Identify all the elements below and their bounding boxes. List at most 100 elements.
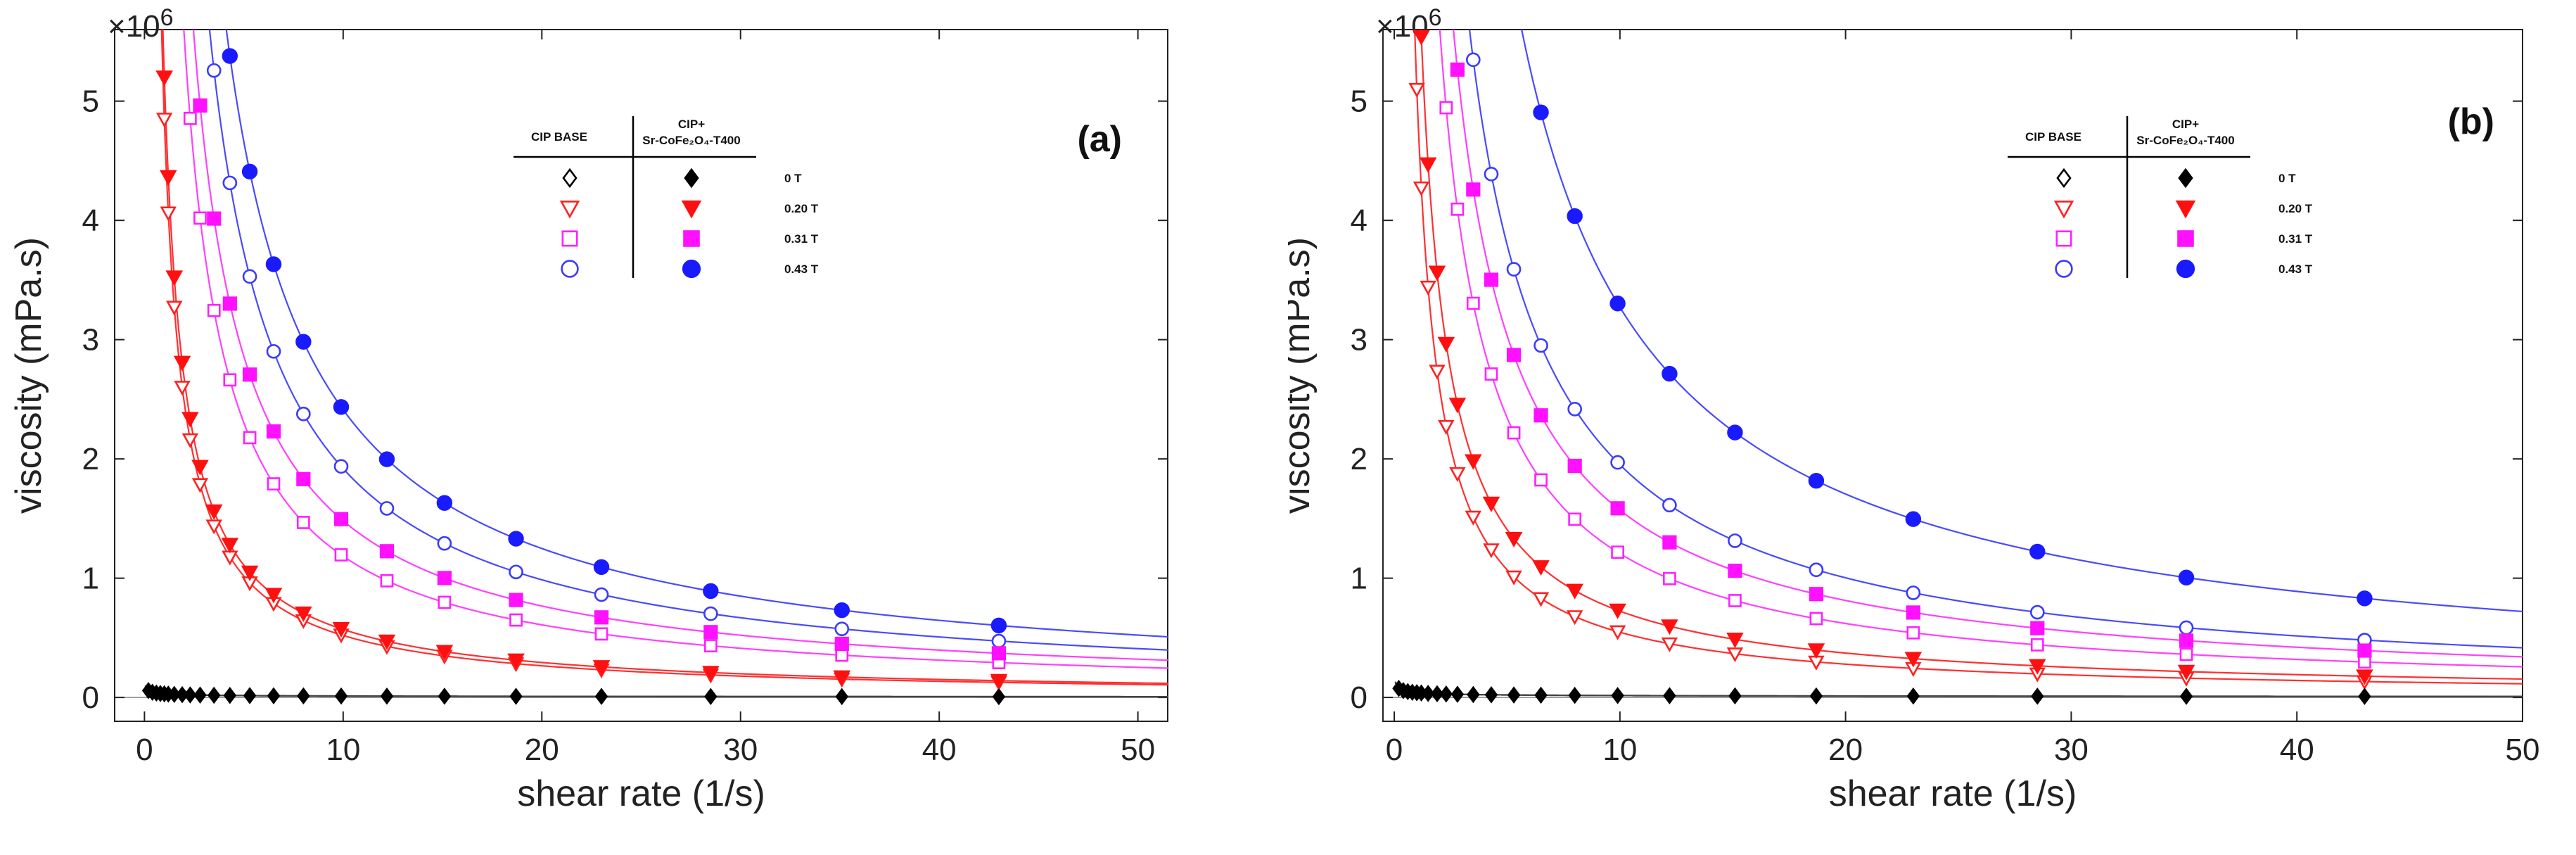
data-point	[1611, 545, 1624, 559]
legend-header-base: CIP BASE	[531, 130, 587, 144]
legend-marker	[684, 167, 699, 189]
data-point	[1662, 365, 1678, 382]
data-point	[267, 687, 281, 704]
data-point	[594, 587, 609, 602]
data-point	[1568, 512, 1582, 526]
data-point	[1609, 296, 1626, 312]
data-point	[191, 478, 209, 493]
series-line	[208, 30, 1168, 651]
data-point	[594, 688, 608, 705]
y-tick-label: 3	[82, 323, 99, 357]
y-axis-label: viscosity (mPa.s)	[1288, 237, 1318, 514]
data-point	[243, 431, 257, 445]
data-point	[1566, 610, 1583, 626]
data-point	[380, 687, 394, 705]
chart-a-svg: 0 10 20 30 40 50 0 1 2 3 4 5 ×106 shear rate (1/s) vis…	[8, 4, 1168, 814]
data-point	[1534, 408, 1548, 423]
data-point	[333, 512, 349, 526]
data-point	[222, 48, 238, 64]
data-point	[438, 595, 452, 609]
data-point	[1507, 686, 1521, 704]
legend-field-label: 0.43 T	[784, 262, 819, 276]
data-point	[990, 673, 1008, 690]
series-line	[1453, 30, 2523, 658]
data-point	[266, 424, 281, 439]
data-point	[222, 175, 238, 191]
legend-marker	[681, 200, 702, 219]
data-point	[1728, 564, 1742, 578]
data-point	[1413, 181, 1430, 197]
data-point	[241, 565, 259, 581]
legend-marker	[2056, 167, 2072, 189]
data-point	[2356, 669, 2373, 685]
x-tick-label: 50	[2506, 733, 2540, 767]
legend-marker	[561, 230, 578, 247]
data-point	[1439, 685, 1453, 703]
data-point	[380, 574, 394, 588]
data-point	[992, 688, 1006, 706]
data-point	[835, 688, 848, 706]
data-point	[1661, 619, 1678, 635]
data-point	[2030, 621, 2045, 635]
data-point	[242, 269, 257, 284]
data-point	[1906, 626, 1920, 640]
data-point	[173, 355, 191, 372]
data-point	[703, 639, 718, 653]
data-point	[509, 593, 523, 607]
x-tick-label: 20	[525, 733, 559, 767]
data-point	[2029, 604, 2045, 620]
data-point	[508, 531, 524, 547]
data-point	[155, 70, 173, 87]
data-point	[1728, 533, 1742, 548]
data-point	[1420, 280, 1436, 296]
y-exponent-label: ×106	[1376, 4, 1442, 44]
data-point	[2358, 655, 2371, 669]
legend: CIP BASE CIP+ Sr-CoFe₂O₄-T400 0 T 0.20 T 0.31…	[2008, 116, 2313, 279]
data-point	[184, 686, 197, 704]
data-point	[1809, 687, 1823, 705]
data-point	[592, 660, 611, 676]
data-point	[2179, 633, 2194, 648]
data-point	[1566, 583, 1583, 600]
data-point	[266, 344, 281, 359]
legend-marker	[2177, 230, 2194, 247]
data-point	[296, 471, 311, 486]
data-point	[835, 648, 849, 662]
data-point	[1809, 587, 1824, 602]
data-point	[334, 687, 348, 705]
y-tick-label: 0	[1351, 680, 1367, 715]
data-point	[1904, 652, 1923, 668]
x-tick-label: 20	[1828, 733, 1863, 767]
data-point	[166, 300, 183, 316]
data-point	[1906, 687, 1920, 705]
data-point	[1610, 501, 1625, 516]
data-point	[1429, 365, 1446, 380]
data-point	[2357, 643, 2372, 658]
y-exponent-base: ×10	[108, 9, 160, 44]
data-point	[1728, 594, 1742, 607]
data-point	[242, 367, 257, 382]
data-point	[1505, 570, 1522, 585]
legend-marker	[2178, 167, 2193, 189]
data-point	[1906, 585, 1921, 600]
data-point	[193, 686, 207, 704]
y-tick-label: 5	[1351, 84, 1367, 119]
series-markers	[141, 48, 1008, 706]
series-line	[192, 30, 1168, 661]
legend-field-label: 0.43 T	[2278, 262, 2313, 276]
data-point	[205, 504, 223, 520]
legend-field-label: 0 T	[784, 172, 802, 185]
data-point	[1809, 562, 1824, 578]
data-point	[1809, 612, 1823, 626]
legend-field-label: 0.20 T	[2278, 202, 2313, 215]
data-point	[181, 412, 199, 428]
data-point	[834, 602, 850, 619]
data-point	[243, 687, 257, 704]
data-point	[1430, 685, 1444, 703]
data-point	[509, 688, 523, 705]
x-tick-label: 0	[136, 733, 153, 767]
data-point	[991, 633, 1007, 649]
data-point	[379, 501, 395, 516]
data-point	[1506, 262, 1522, 277]
data-point	[334, 548, 348, 562]
